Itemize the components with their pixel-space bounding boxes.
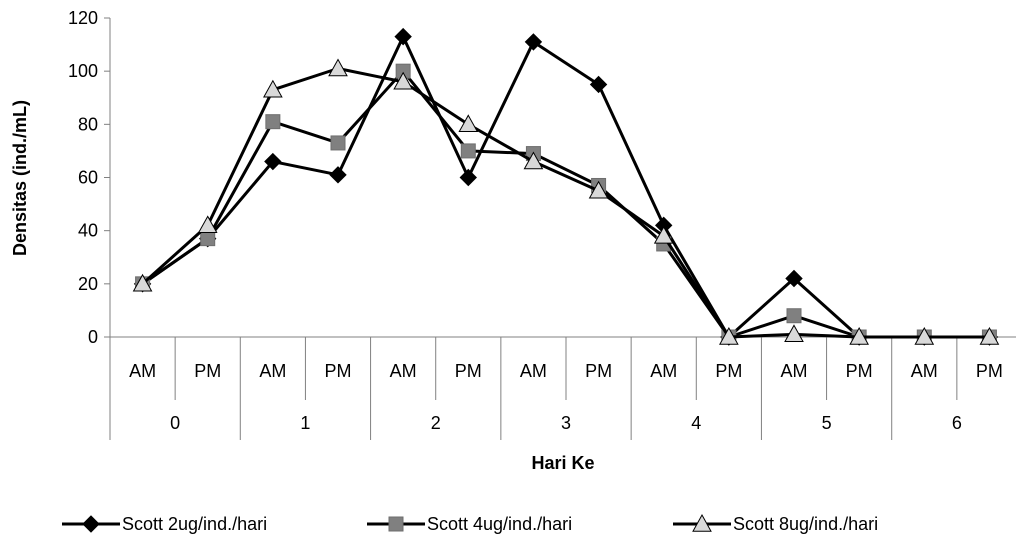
x-group-label: 3 bbox=[561, 413, 571, 433]
series-line bbox=[141, 67, 990, 339]
data-point bbox=[979, 326, 1000, 345]
y-tick-label: 0 bbox=[88, 327, 98, 347]
y-tick-label: 40 bbox=[78, 221, 98, 241]
data-point bbox=[200, 231, 216, 247]
data-point bbox=[784, 324, 804, 343]
x-tick-label: AM bbox=[520, 361, 547, 381]
data-point bbox=[524, 33, 543, 51]
data-point bbox=[653, 225, 674, 244]
data-point bbox=[264, 152, 282, 171]
data-point bbox=[197, 215, 218, 234]
x-tick-label: AM bbox=[911, 361, 938, 381]
x-group-label: 0 bbox=[170, 413, 180, 433]
data-point bbox=[786, 308, 802, 324]
data-point bbox=[589, 75, 608, 94]
legend-item: Scott 2ug/ind./hari bbox=[62, 514, 267, 534]
legend-label: Scott 8ug/ind./hari bbox=[733, 514, 878, 534]
data-point bbox=[849, 326, 869, 345]
y-axis-title: Densitas (ind./mL) bbox=[10, 100, 30, 256]
series-line bbox=[141, 35, 990, 339]
x-tick-label: PM bbox=[455, 361, 482, 381]
x-tick-label: AM bbox=[259, 361, 286, 381]
x-group-label: 5 bbox=[822, 413, 832, 433]
x-tick-label: PM bbox=[846, 361, 873, 381]
data-point bbox=[265, 114, 281, 130]
data-point bbox=[459, 168, 477, 187]
legend-marker bbox=[388, 516, 404, 532]
legend: Scott 2ug/ind./hari Scott 4ug/ind./hari Sc… bbox=[62, 513, 878, 534]
legend-label: Scott 2ug/ind./hari bbox=[122, 514, 267, 534]
x-tick-label: AM bbox=[781, 361, 808, 381]
x-tick-label: PM bbox=[715, 361, 742, 381]
x-group-label: 4 bbox=[691, 413, 701, 433]
x-tick-label: AM bbox=[650, 361, 677, 381]
series-line bbox=[141, 69, 990, 339]
data-point bbox=[393, 71, 413, 90]
y-tick-label: 20 bbox=[78, 274, 98, 294]
data-point bbox=[719, 326, 739, 345]
data-point bbox=[523, 151, 544, 170]
x-tick-label: PM bbox=[585, 361, 612, 381]
data-point bbox=[394, 27, 412, 46]
x-tick-label: AM bbox=[390, 361, 417, 381]
x-tick-label: PM bbox=[194, 361, 221, 381]
data-point bbox=[785, 269, 803, 288]
legend-item: Scott 8ug/ind./hari bbox=[673, 513, 878, 534]
data-point bbox=[329, 166, 347, 184]
y-tick-label: 80 bbox=[78, 114, 98, 134]
y-tick-label: 100 bbox=[68, 61, 98, 81]
legend-item: Scott 4ug/ind./hari bbox=[367, 514, 572, 534]
series-1 bbox=[133, 27, 999, 346]
x-group-label: 1 bbox=[300, 413, 310, 433]
data-point bbox=[328, 58, 348, 77]
legend-label: Scott 4ug/ind./hari bbox=[427, 514, 572, 534]
x-tick-label: PM bbox=[325, 361, 352, 381]
data-point bbox=[263, 79, 283, 98]
data-point bbox=[458, 114, 479, 133]
data-point bbox=[588, 180, 609, 199]
data-point bbox=[132, 273, 153, 292]
data-point bbox=[460, 143, 476, 159]
x-tick-label: AM bbox=[129, 361, 156, 381]
y-tick-label: 60 bbox=[78, 168, 98, 188]
legend-marker bbox=[82, 515, 100, 533]
data-point bbox=[330, 135, 346, 151]
x-group-label: 6 bbox=[952, 413, 962, 433]
y-tick-label: 120 bbox=[68, 8, 98, 28]
legend-marker bbox=[692, 513, 712, 532]
x-tick-label: PM bbox=[976, 361, 1003, 381]
x-group-label: 2 bbox=[431, 413, 441, 433]
data-point bbox=[914, 326, 935, 345]
series-group bbox=[132, 27, 1000, 346]
x-axis-title: Hari Ke bbox=[531, 453, 594, 473]
series-3 bbox=[132, 58, 1000, 345]
